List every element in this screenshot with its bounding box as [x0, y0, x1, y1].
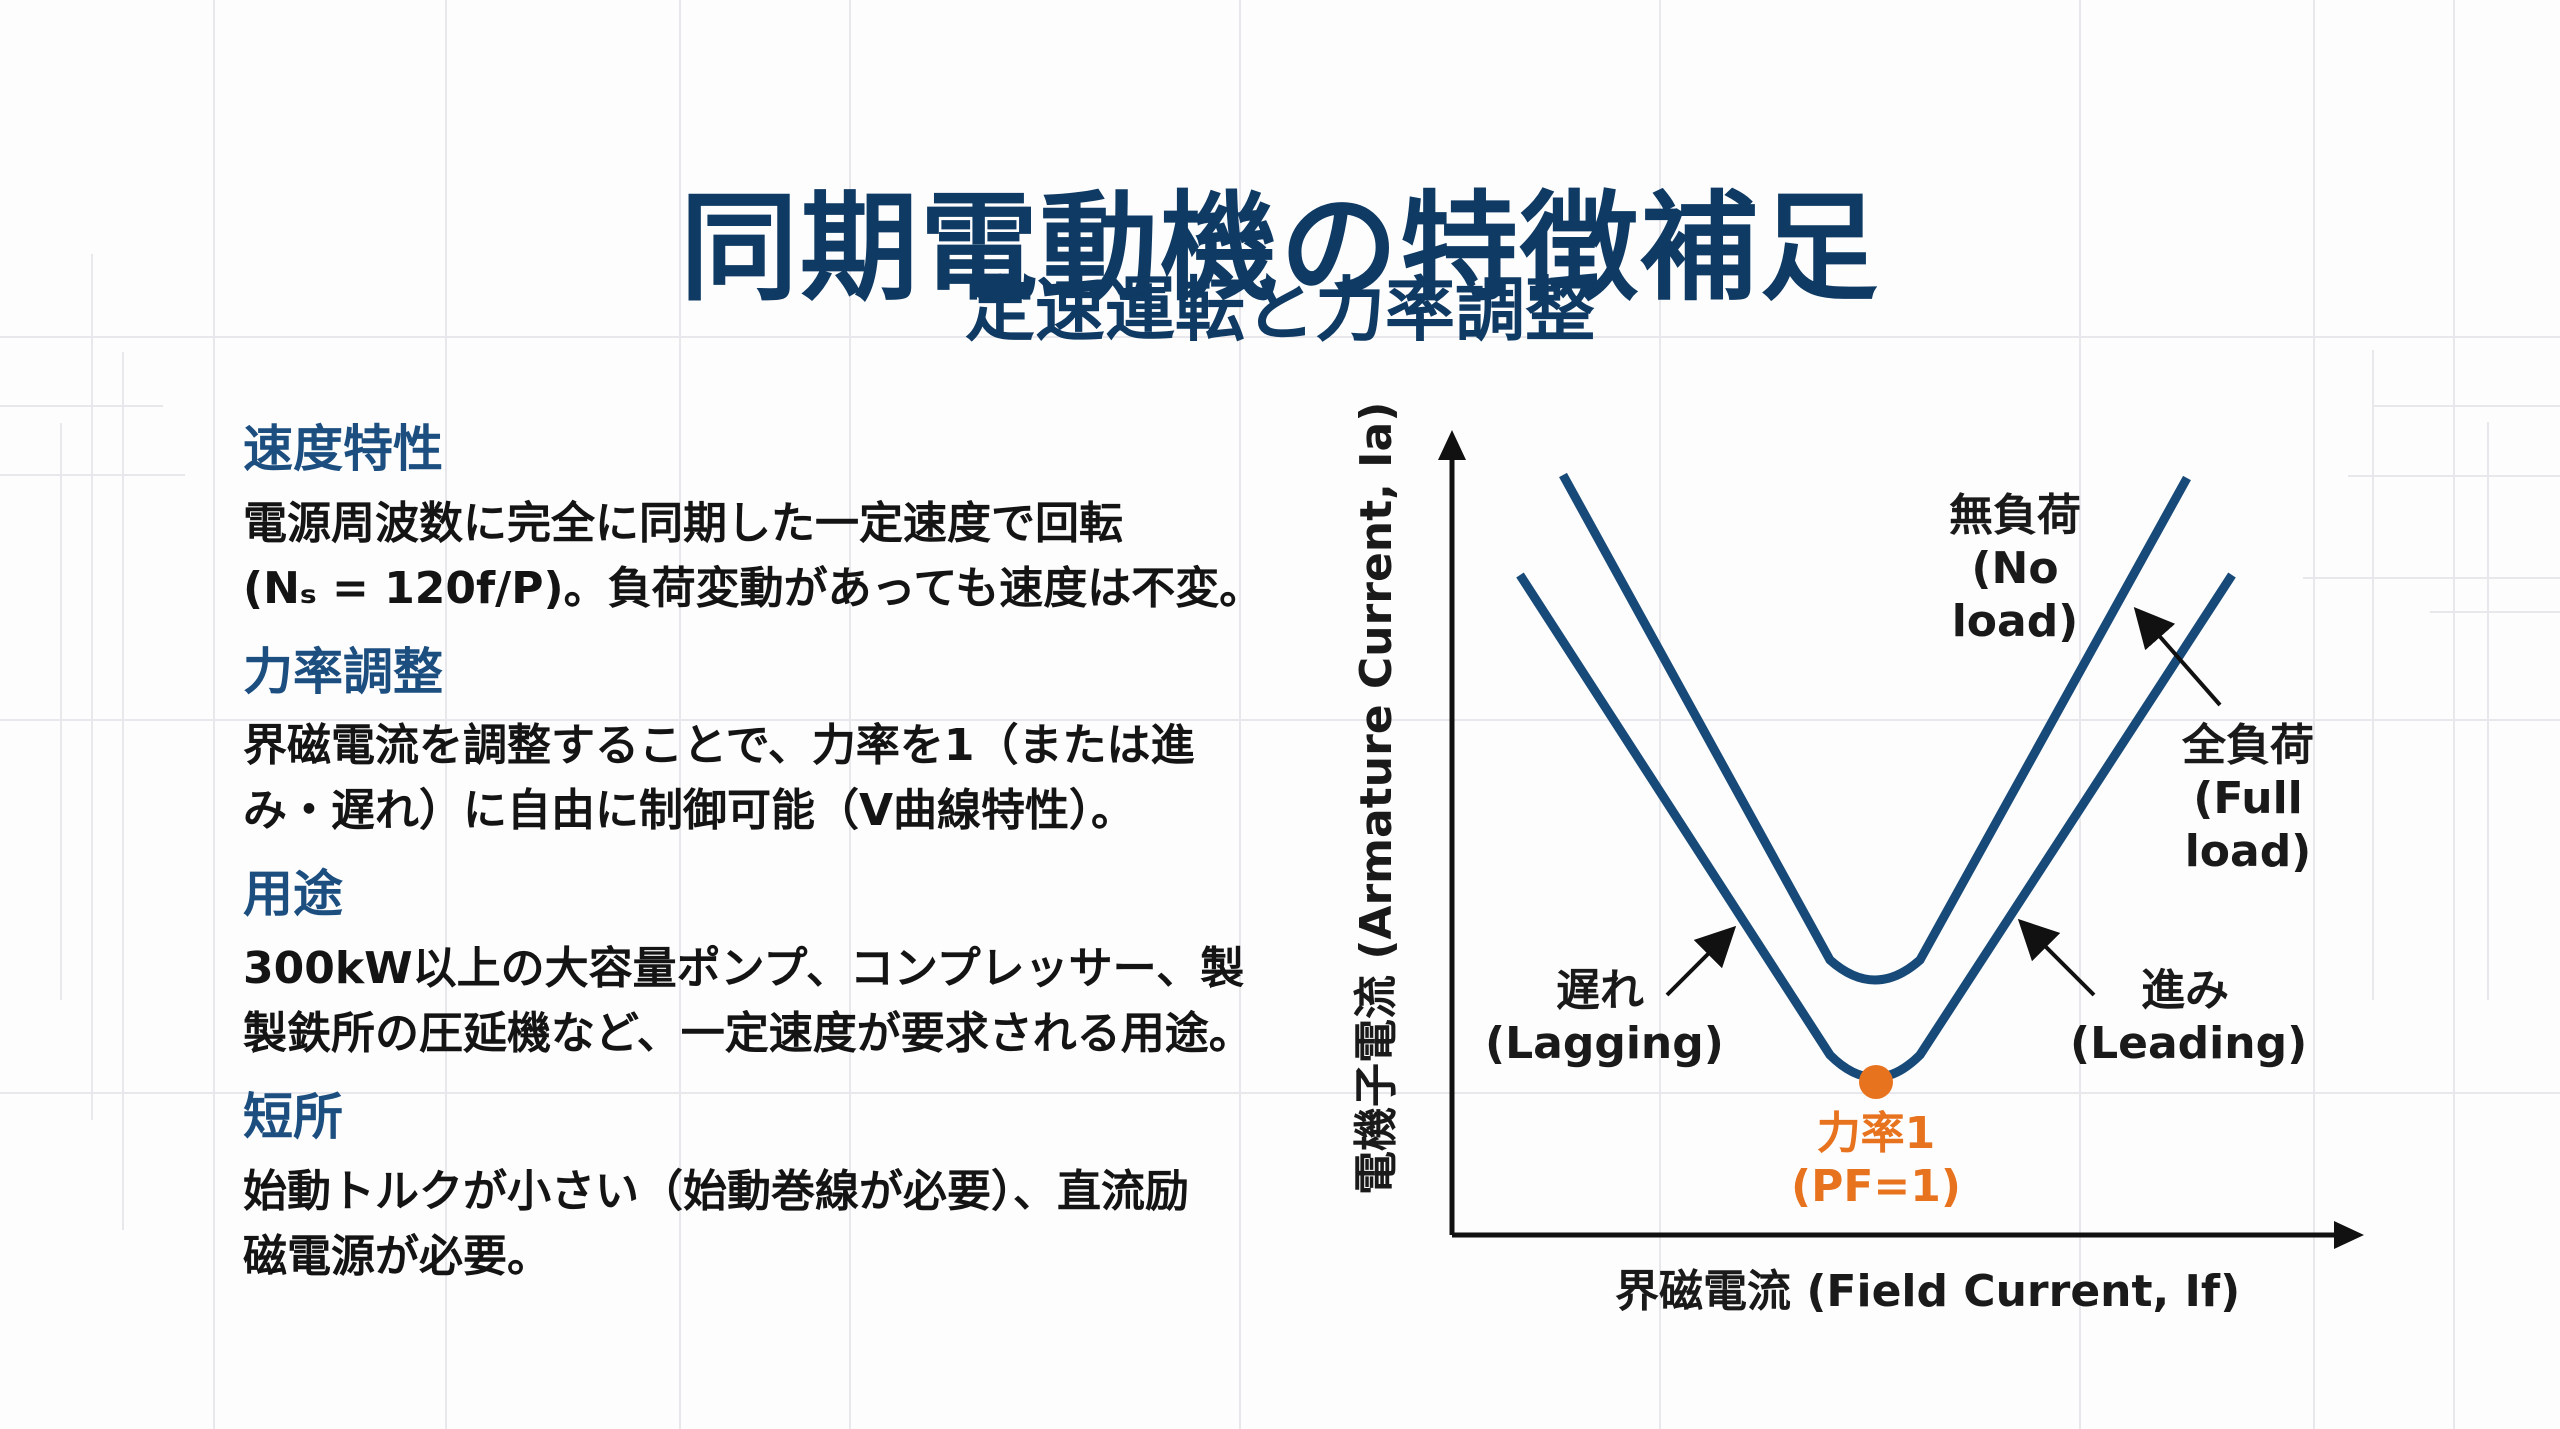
section-body: 界磁電流を調整することで、力率を1（または進 み・遅れ）に自由に制御可能（V曲線…	[243, 720, 1195, 837]
section-body: 電源周波数に完全に同期した一定速度で回転 (Nₛ = 120f/P)。負荷変動が…	[243, 497, 1264, 614]
no-load-label: 無負荷 (No load)	[1949, 490, 2081, 647]
section-applications: 用途 300kW以上の大容量ポンプ、コンプレッサー、製 製鉄所の圧延機など、一定…	[243, 863, 1343, 1066]
leading-arrow	[2017, 918, 2096, 997]
pf1-label: 力率1 (PF=1)	[1790, 1108, 1961, 1212]
feature-list: 速度特性 電源周波数に完全に同期した一定速度で回転 (Nₛ = 120f/P)。…	[243, 418, 1343, 1309]
section-body: 300kW以上の大容量ポンプ、コンプレッサー、製 製鉄所の圧延機など、一定速度が…	[243, 942, 1253, 1060]
full-load-label: 全負荷 (Full load)	[2182, 720, 2314, 877]
y-axis	[1438, 430, 1466, 1235]
pf1-marker	[1859, 1065, 1893, 1099]
page-title: 同期電動機の特徴補足	[679, 179, 1880, 318]
y-axis-label: 電機子電流 (Armature Current, Ia)	[1351, 401, 1402, 1195]
section-heading: 用途	[243, 865, 343, 924]
section-body: 始動トルクが小さい（始動巻線が必要）、直流励 磁電源が必要。	[243, 1165, 1189, 1282]
leading-label: 進み (Leading)	[2070, 965, 2308, 1069]
section-heading: 力率調整	[243, 642, 443, 701]
no-load-curve	[1559, 472, 2191, 985]
x-axis-label: 界磁電流 (Field Current, If)	[1615, 1266, 2241, 1317]
page-subtitle: 定速運転と力率調整	[965, 269, 1595, 351]
section-heading: 速度特性	[243, 420, 443, 478]
lagging-arrow	[1665, 925, 1737, 997]
section-drawbacks: 短所 始動トルクが小さい（始動巻線が必要）、直流励 磁電源が必要。	[243, 1086, 1343, 1289]
section-heading: 短所	[243, 1088, 343, 1147]
full-load-arrow	[2133, 606, 2222, 707]
section-speed: 速度特性 電源周波数に完全に同期した一定速度で回転 (Nₛ = 120f/P)。…	[243, 418, 1343, 621]
section-power-factor: 力率調整 界磁電流を調整することで、力率を1（または進 み・遅れ）に自由に制御可…	[243, 641, 1343, 844]
x-axis	[1452, 1221, 2364, 1249]
lagging-label: 遅れ (Lagging)	[1485, 965, 1724, 1069]
